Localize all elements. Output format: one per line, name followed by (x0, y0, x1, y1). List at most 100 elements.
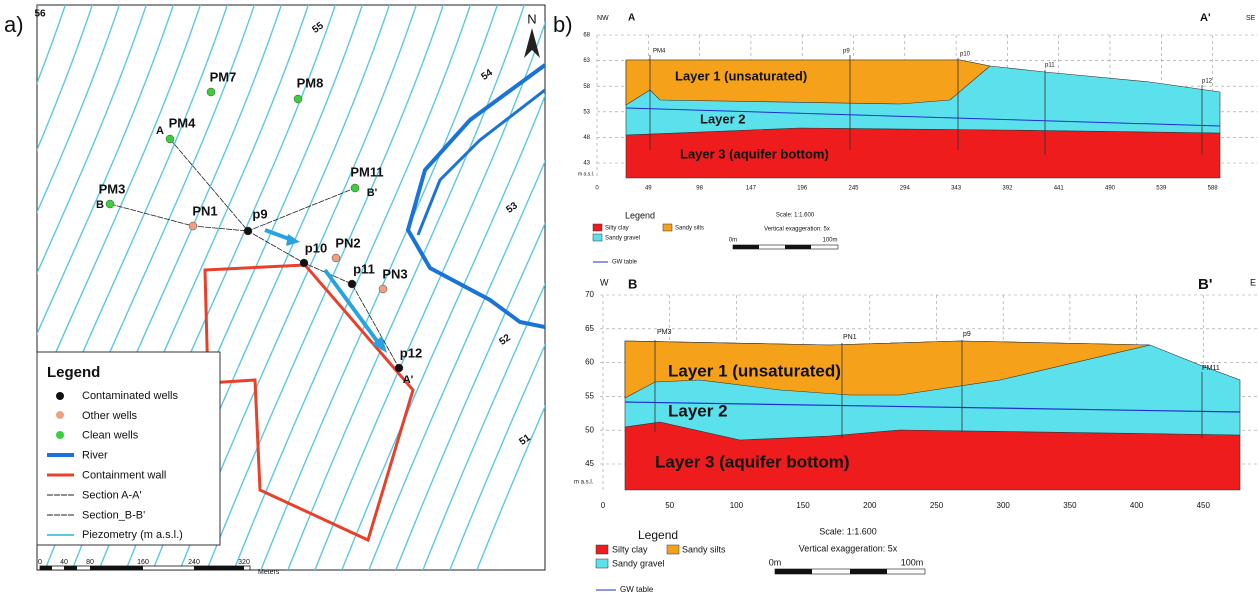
x-tick-label: 588 (1208, 186, 1219, 192)
well (105, 199, 115, 209)
legend-swatch (666, 544, 680, 555)
legend-item: Other wells (82, 410, 138, 422)
section-end: B (628, 276, 637, 291)
legend-item: Piezometry (m a.s.l.) (82, 529, 183, 541)
section-end: B' (367, 187, 378, 199)
x-tick-label: 0 (595, 186, 599, 192)
layer-label: Layer 1 (unsaturated) (675, 68, 807, 83)
contour (37, 5, 175, 336)
contour-label: 56 (34, 9, 46, 20)
section-end: A' (403, 374, 414, 386)
well-label: PM4 (653, 49, 666, 55)
well (293, 94, 303, 104)
direction: SE (1246, 15, 1256, 22)
legend-item: Sandy gravel (605, 236, 640, 242)
shape (733, 245, 759, 249)
y-tick-label: 45 (585, 459, 594, 468)
legend-item: Silty clay (605, 226, 629, 232)
x-tick-label: 50 (665, 501, 674, 510)
section-end: B (96, 199, 104, 211)
contour (37, 5, 94, 152)
y-tick-label: 53 (583, 109, 590, 115)
layer-label: Layer 1 (unsaturated) (668, 361, 841, 380)
gw-table (624, 401, 1241, 413)
well (394, 363, 404, 373)
well-label: p9 (252, 206, 267, 221)
scale-tick: 0 (38, 559, 42, 566)
contour (422, 282, 545, 570)
legend-item: Section_B-B' (82, 509, 145, 521)
y-tick-label: 50 (585, 425, 594, 434)
shape (850, 569, 887, 574)
scale-text: Scale: 1:1.600 (776, 213, 815, 219)
scale-text: Vertical exaggeration: 5x (799, 543, 898, 553)
scale-tick: 320 (238, 559, 250, 566)
north-arrow (524, 28, 540, 58)
layer-label: Layer 3 (aquifer bottom) (680, 146, 829, 161)
shape (405, 63, 545, 329)
legend-symbol (56, 392, 64, 400)
well-label: PM8 (297, 75, 324, 90)
scale-text: Vertical exaggeration: 5x (764, 227, 830, 233)
well (188, 221, 198, 231)
well-label: p10 (960, 52, 971, 58)
well-label: PN1 (192, 203, 217, 218)
well (206, 87, 216, 97)
y-tick-label: 63 (583, 58, 590, 64)
legend-item: GW table (612, 260, 638, 266)
well-lines (654, 340, 1203, 438)
scale-text: 0m (729, 238, 737, 244)
layer-1 (624, 340, 1151, 399)
contour (260, 5, 499, 570)
shape (775, 569, 812, 574)
legend-item: GW table (620, 585, 654, 594)
shape (64, 566, 77, 570)
map-legend (36, 351, 221, 546)
x-tick-label: 150 (796, 501, 810, 510)
well-label: PM3 (99, 181, 126, 196)
y-tick-label: 60 (585, 358, 594, 367)
well (378, 284, 388, 294)
layer-1 (625, 59, 991, 106)
contour (37, 5, 121, 215)
direction: NW (597, 15, 609, 22)
x-tick-label: 294 (900, 186, 911, 192)
well-label: PM7 (210, 69, 237, 84)
contour (37, 5, 40, 11)
legend-title: Legend (47, 364, 100, 381)
well-label: p9 (963, 331, 971, 338)
gw-table (625, 107, 1221, 127)
contour (476, 404, 545, 570)
y-tick-label: 65 (585, 324, 594, 333)
contour (314, 21, 545, 570)
x-tick-label: 343 (951, 186, 962, 192)
well-label: p11 (353, 261, 375, 276)
contour (287, 5, 526, 570)
legend-swatch (595, 558, 609, 569)
x-tick-label: 350 (1063, 501, 1077, 510)
x-tick-label: 0 (601, 501, 606, 510)
well-label: p12 (400, 345, 422, 360)
well-label: PN2 (335, 235, 360, 250)
scale-text: 100m (822, 238, 837, 244)
well (165, 134, 175, 144)
well-label: PM4 (169, 115, 197, 130)
contour (368, 159, 545, 570)
well (299, 258, 309, 268)
y-unit: m a.s.l. (574, 480, 594, 486)
contour (395, 221, 545, 570)
x-tick-label: 147 (746, 186, 757, 192)
arrow-head (286, 234, 300, 246)
arrow-head (372, 336, 387, 353)
flow-arrow (323, 268, 382, 347)
layer-label: Layer 2 (668, 401, 728, 420)
legend-item: River (82, 450, 108, 462)
direction: W (600, 277, 609, 287)
x-tick-label: 450 (1197, 501, 1211, 510)
shape (40, 566, 52, 570)
contour (449, 343, 545, 570)
section-end: A (156, 125, 164, 137)
x-tick-label: 98 (696, 186, 703, 192)
